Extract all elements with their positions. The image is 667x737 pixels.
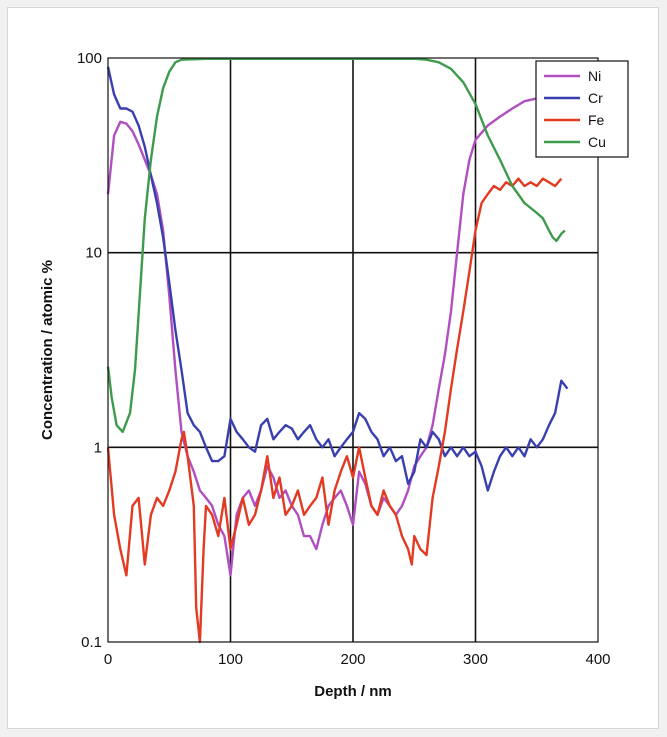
y-tick-label: 10 (85, 245, 102, 262)
y-tick-label: 1 (94, 439, 102, 456)
x-tick-label: 0 (104, 651, 112, 668)
x-tick-label: 100 (218, 651, 243, 668)
legend-label-cu: Cu (588, 134, 606, 150)
series-line-cr (106, 66, 569, 492)
series-line-fe (106, 177, 563, 644)
legend-label-cr: Cr (588, 90, 603, 106)
x-tick-label: 300 (463, 651, 488, 668)
series-line-ni (106, 97, 562, 577)
x-tick-label: 400 (585, 651, 610, 668)
series-line-cu (106, 57, 566, 434)
chart-frame: 0 100 200 300 400 0.1 1 10 100 Depth / nm Concen… (7, 7, 659, 729)
x-tick-label: 200 (340, 651, 365, 668)
y-axis-label: Concentration / atomic % (39, 260, 56, 440)
legend: Ni Cr Fe Cu (535, 60, 629, 158)
line-chart: 0 100 200 300 400 0.1 1 10 100 Depth / nm Concen… (39, 50, 629, 700)
plot-border (107, 57, 599, 643)
y-tick-label: 100 (77, 50, 102, 67)
x-axis-label: Depth / nm (314, 683, 392, 700)
legend-label-ni: Ni (588, 68, 601, 84)
legend-label-fe: Fe (588, 112, 605, 128)
tick-labels: 0 100 200 300 400 0.1 1 10 100 (77, 50, 611, 668)
y-tick-label: 0.1 (81, 634, 102, 651)
series-layer (106, 57, 569, 644)
